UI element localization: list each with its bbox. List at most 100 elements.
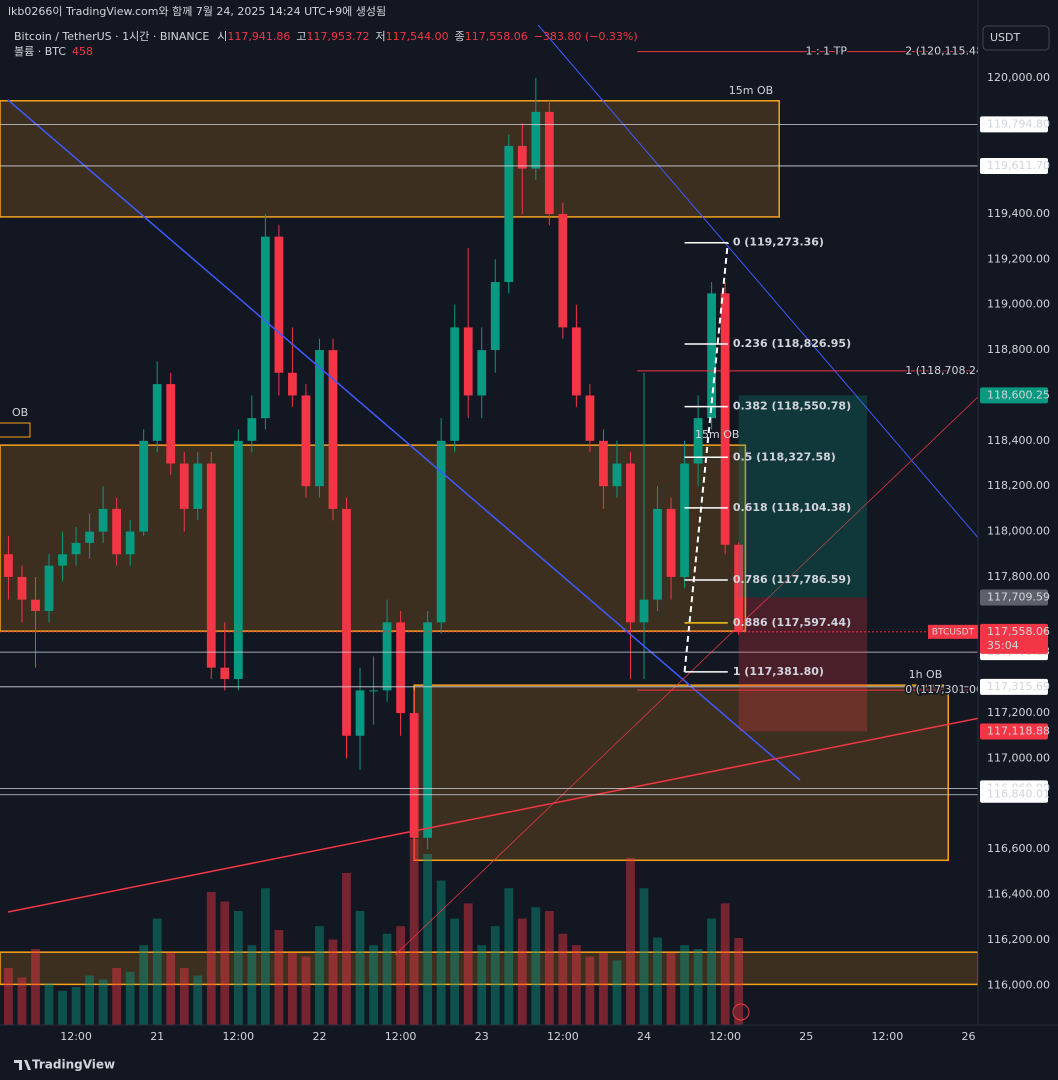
candle-body xyxy=(233,440,243,680)
candle-body xyxy=(71,542,81,555)
y-tick-label: 118,200.00 xyxy=(987,479,1050,492)
volume-bar xyxy=(206,892,216,1025)
candle-body xyxy=(693,418,703,464)
fib-label: 0.786 (117,786.59) xyxy=(733,573,851,586)
x-tick-label: 12:00 xyxy=(709,1030,741,1043)
y-tick-label: 117,800.00 xyxy=(987,570,1050,583)
candle-body xyxy=(423,622,433,838)
price-label: 116,840.01 xyxy=(987,788,1050,801)
volume-bar xyxy=(288,952,297,1025)
x-tick-label: 25 xyxy=(799,1030,813,1043)
y-tick-label: 120,000.00 xyxy=(987,71,1050,84)
price-label-bg xyxy=(980,157,1048,174)
volume-bar xyxy=(58,990,67,1025)
zone-label: 15m OB xyxy=(695,428,739,441)
volume-bar xyxy=(558,933,568,1025)
x-tick-label: 12:00 xyxy=(385,1030,417,1043)
volume-value: 458 xyxy=(72,45,93,58)
candle-body xyxy=(125,531,135,555)
logo-icon xyxy=(14,1060,31,1070)
volume-bar xyxy=(152,918,162,1025)
volume-bar xyxy=(233,911,243,1025)
fib-label: 0.5 (118,327.58) xyxy=(733,450,836,463)
last-price: 117,558.06 xyxy=(987,625,1050,638)
volume-bar xyxy=(396,926,405,1025)
volume-bar xyxy=(328,939,338,1025)
volume-bar xyxy=(639,888,649,1025)
candle-body xyxy=(369,690,378,692)
trendline xyxy=(537,24,978,539)
candle-body xyxy=(450,327,460,441)
tp-label: 1 : 1 TP xyxy=(805,45,847,58)
volume-bar xyxy=(125,971,135,1025)
volume-bar xyxy=(450,918,460,1025)
volume-bar xyxy=(98,979,108,1025)
volume-bar xyxy=(382,933,392,1025)
volume-bar xyxy=(734,937,744,1025)
candle-body xyxy=(342,508,351,736)
currency-button[interactable] xyxy=(982,25,1050,51)
last-price-bg xyxy=(980,623,1048,654)
candle-body xyxy=(544,111,554,214)
volume-bar xyxy=(666,952,676,1025)
candle-body xyxy=(44,565,54,611)
volume-bar xyxy=(409,838,419,1025)
alert-icon[interactable] xyxy=(732,1003,750,1021)
candle-body xyxy=(720,293,730,545)
extension-label: 2 (120,115.48) xyxy=(905,45,987,58)
candle-body xyxy=(139,440,149,532)
volume-bar xyxy=(517,918,527,1025)
candle-body xyxy=(220,667,230,680)
side-label: OB xyxy=(12,406,28,419)
currency[interactable]: USDT xyxy=(990,31,1021,44)
price-label-bg xyxy=(980,589,1048,606)
price-label-bg xyxy=(980,786,1048,803)
volume-bar xyxy=(585,956,595,1025)
y-tick-label: 118,800.00 xyxy=(987,343,1050,356)
volume-bar xyxy=(653,937,662,1025)
candle-body xyxy=(477,350,487,396)
volume-bar xyxy=(436,880,446,1025)
candle-body xyxy=(599,440,608,487)
volume-bar xyxy=(680,945,689,1025)
volume-bar xyxy=(260,888,270,1025)
candle-body xyxy=(355,690,365,736)
volume-bar xyxy=(220,901,230,1025)
price-label-bg xyxy=(980,723,1048,740)
price-label-bg xyxy=(980,387,1048,404)
volume-bar xyxy=(720,903,730,1025)
ohlc-key: 저 xyxy=(376,30,386,43)
volume-bar xyxy=(355,911,365,1025)
volume-bar xyxy=(612,960,622,1025)
price-label-bg xyxy=(980,116,1048,133)
volume-bar xyxy=(477,945,487,1025)
y-tick-label: 118,000.00 xyxy=(987,525,1050,538)
candle-body xyxy=(666,508,676,577)
trendline xyxy=(7,99,801,781)
candle-body xyxy=(436,440,446,623)
volume-bar xyxy=(504,888,514,1025)
volume-layer xyxy=(4,838,744,1025)
fib-label: 1 (117,381.80) xyxy=(733,665,824,678)
volume-bar xyxy=(301,956,311,1025)
volume-bar xyxy=(31,949,40,1025)
candle-body xyxy=(734,544,744,632)
volume-bar xyxy=(139,945,149,1025)
ohlc-key: 종 xyxy=(455,30,465,43)
candle-body xyxy=(626,463,635,623)
y-tick-label: 116,400.00 xyxy=(987,888,1050,901)
candle-body xyxy=(166,384,176,464)
zone-label: 15m OB xyxy=(729,84,773,97)
candle-body xyxy=(31,599,40,611)
price-label: 119,794.80 xyxy=(987,117,1050,130)
candle-body xyxy=(571,327,581,396)
candle-body xyxy=(315,350,324,487)
side-label-box xyxy=(0,422,31,438)
volume-line: 볼륨 · BTC 458 xyxy=(14,45,93,58)
candle-body xyxy=(193,463,203,509)
ohlc-key: 고 xyxy=(296,30,306,43)
x-tick-label: 21 xyxy=(150,1030,164,1043)
x-tick-label: 12:00 xyxy=(60,1030,92,1043)
candle-body xyxy=(301,395,311,487)
